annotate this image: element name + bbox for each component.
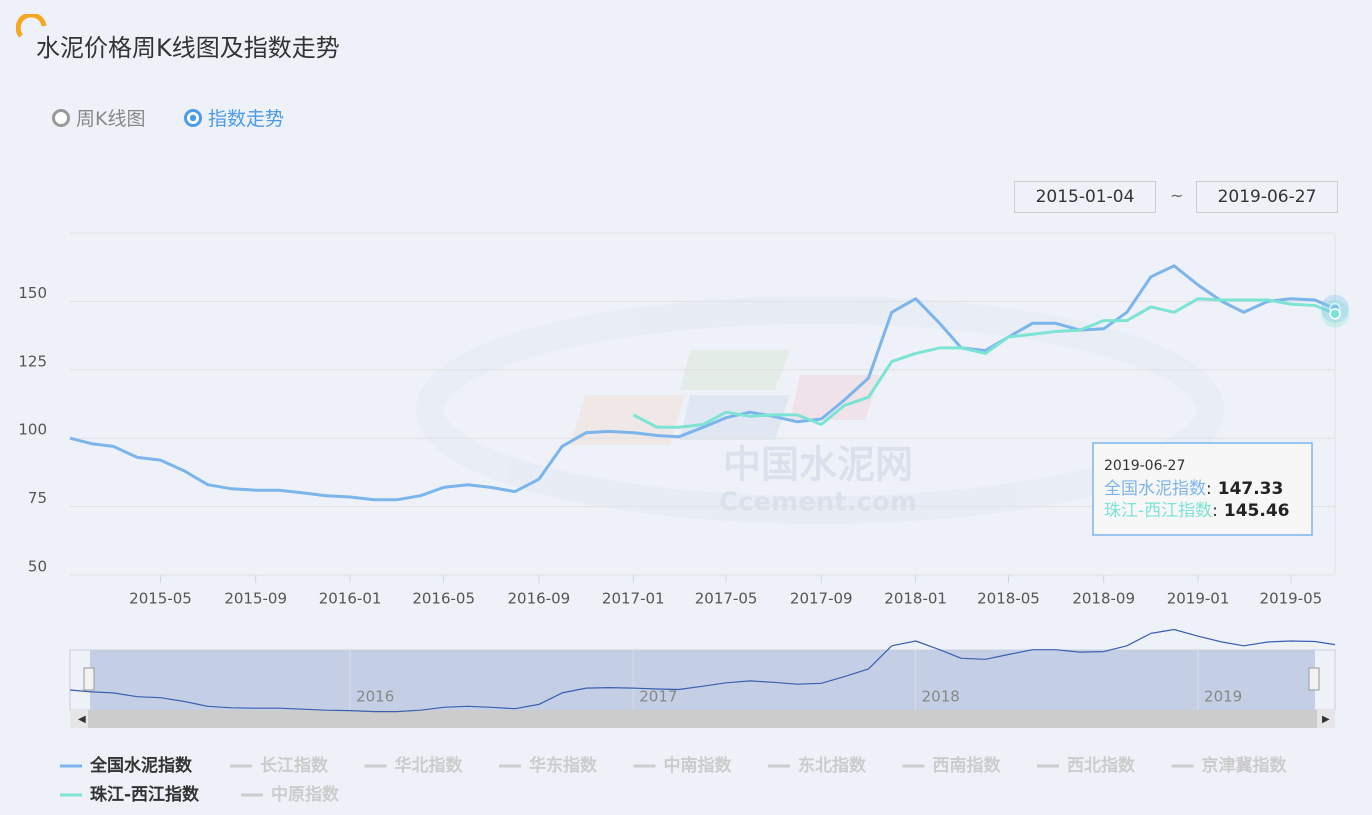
radio-dot [184,108,202,127]
scrollbar-thumb[interactable] [88,710,1317,728]
nav-handle[interactable] [83,667,95,691]
nav-handle[interactable] [1308,667,1320,691]
y-tick-label: 125 [18,352,47,370]
watermark-cn: 中国水泥网 [723,443,913,487]
x-tick-label: 2018-05 [977,590,1040,608]
tooltip-date: 2019-06-27 [1104,458,1185,474]
tooltip-name: 珠江-西江指数 [1104,501,1212,521]
radio-label: 周K线图 [76,108,146,130]
y-tick-label: 50 [28,558,47,576]
hover-point [1329,308,1341,320]
legend-label: 西南指数 [933,755,1002,776]
x-tick-label: 2016-09 [508,590,571,608]
tooltip-name: 全国水泥指数 [1104,479,1206,499]
legend-label: 珠江-西江指数 [90,784,200,805]
logo [16,14,47,38]
radio-label: 指数走势 [208,108,285,130]
legend-label: 中原指数 [271,784,340,805]
nav-tick-label: 2017 [639,688,677,706]
tooltip-row: 珠江-西江指数: 145.46 [1104,501,1289,521]
x-tick-label: 2018-01 [884,590,947,608]
tooltip-value: 145.46 [1224,501,1290,521]
tooltip-value: 147.33 [1218,479,1284,499]
x-tick-label: 2016-05 [412,590,475,608]
radio-dot [52,108,70,127]
radio-index[interactable]: 指数走势 [184,104,284,131]
y-tick-label: 75 [28,489,47,507]
navigator-line [69,628,1336,713]
x-tick-label: 2017-09 [790,590,853,608]
y-tick-label: 150 [18,284,47,302]
legend-label: 东北指数 [798,755,867,776]
legend-label: 京津冀指数 [1202,755,1288,776]
legend-label: 全国水泥指数 [89,755,193,776]
navigator-window[interactable] [90,650,1315,710]
legend-label: 华北指数 [395,755,464,776]
scroll-right[interactable]: ▶ [1322,714,1330,725]
tooltip-sep: : [1206,479,1212,499]
legend-label: 华东指数 [529,755,598,776]
series-line [632,297,1336,429]
nav-tick-label: 2018 [922,688,960,706]
x-tick-label: 2019-05 [1260,590,1323,608]
x-tick-label: 2016-01 [319,590,382,608]
x-tick-label: 2015-05 [129,590,192,608]
x-tick-label: 2019-01 [1167,590,1230,608]
nav-tick-label: 2019 [1204,688,1242,706]
x-tick-label: 2018-09 [1072,590,1135,608]
end-date-input[interactable]: 2019-06-27 [1196,181,1338,213]
legend-label: 长江指数 [260,755,329,776]
y-tick-label: 100 [18,421,47,439]
legend-label: 西北指数 [1067,755,1136,776]
x-tick-label: 2015-09 [224,590,287,608]
watermark-en: Ccement.com [719,488,917,518]
tooltip-row: 全国水泥指数: 147.33 [1104,479,1283,499]
x-tick-label: 2017-01 [602,590,665,608]
radio-kline[interactable]: 周K线图 [52,104,145,131]
nav-tick-label: 2016 [356,688,394,706]
start-date-input[interactable]: 2015-01-04 [1014,181,1156,213]
tooltip-sep: : [1212,501,1218,521]
series-line [69,264,1336,502]
page-title: 水泥价格周K线图及指数走势 [36,34,340,62]
scroll-left[interactable]: ◀ [78,714,86,725]
range-separator: ~ [1170,186,1184,205]
x-tick-label: 2017-05 [695,590,758,608]
legend-label: 中南指数 [664,755,733,776]
tooltip-box [1092,442,1313,536]
